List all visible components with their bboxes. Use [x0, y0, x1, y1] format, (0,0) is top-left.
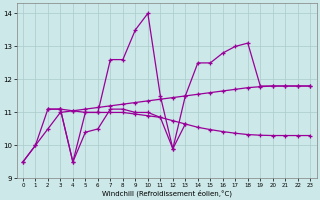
X-axis label: Windchill (Refroidissement éolien,°C): Windchill (Refroidissement éolien,°C) [101, 189, 232, 197]
